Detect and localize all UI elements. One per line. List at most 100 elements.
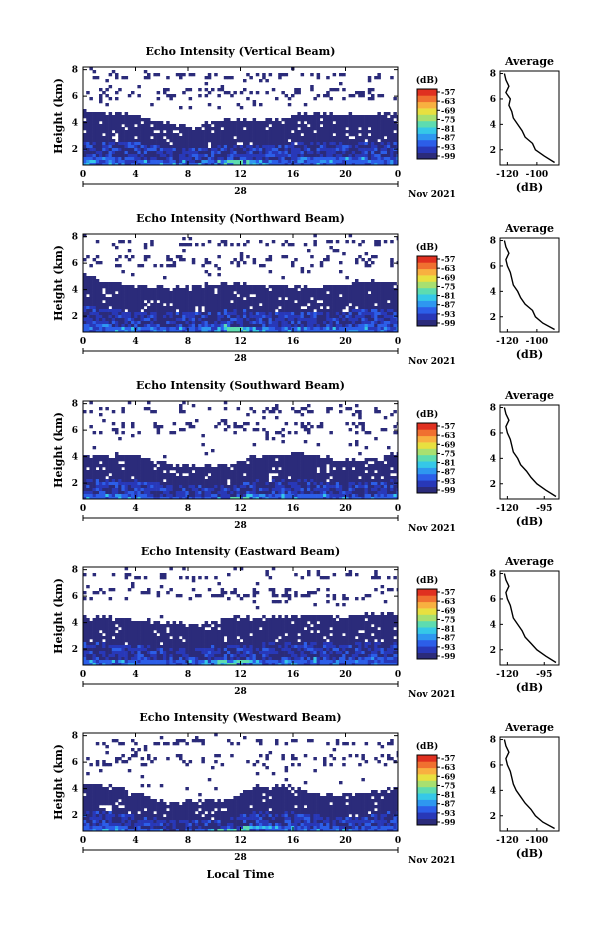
heatmap bbox=[83, 567, 398, 665]
colorbar-swatch bbox=[417, 755, 437, 762]
y-tick-label: 8 bbox=[72, 66, 78, 76]
colorbar-swatch bbox=[417, 786, 437, 794]
colorbar-swatch bbox=[417, 780, 437, 788]
avg-y-tick-label: 8 bbox=[490, 404, 496, 414]
panel-3: Echo Intensity (Eastward Beam) 2 4 6 8 Height… bbox=[52, 545, 560, 700]
colorbar-tick-label: -99 bbox=[441, 651, 456, 661]
colorbar-unit: (dB) bbox=[416, 242, 438, 253]
avg-y-tick-label: 6 bbox=[490, 95, 496, 105]
colorbar-swatch bbox=[417, 313, 437, 320]
avg-y-tick-label: 4 bbox=[490, 620, 496, 630]
avg-title: Average bbox=[504, 389, 554, 402]
colorbar-swatch bbox=[417, 268, 437, 276]
y-axis-label: Height (km) bbox=[52, 412, 65, 488]
colorbar-swatch bbox=[417, 627, 437, 634]
x-tick-label: 20 bbox=[339, 504, 352, 514]
colorbar-tick-label: -63 bbox=[441, 762, 456, 772]
panel-0: Echo Intensity (Vertical Beam) 2 4 6 8 Height… bbox=[52, 45, 560, 200]
colorbar-tick-label: -75 bbox=[441, 448, 455, 458]
colorbar-swatch bbox=[417, 761, 437, 769]
colorbar-tick-label: -93 bbox=[441, 142, 456, 152]
x-tick-label: 16 bbox=[287, 670, 300, 680]
date-month-year: Nov 2021 bbox=[408, 190, 456, 200]
colorbar-tick-label: -93 bbox=[441, 808, 456, 818]
y-axis-label: Height (km) bbox=[52, 245, 65, 321]
colorbar-frame bbox=[416, 588, 438, 660]
x-tick-label: 16 bbox=[287, 836, 300, 846]
colorbar-tick-label: -81 bbox=[441, 624, 455, 634]
panel-title: Echo Intensity (Vertical Beam) bbox=[145, 45, 335, 58]
colorbar-swatch bbox=[417, 620, 437, 628]
colorbar-tick-label: -57 bbox=[441, 254, 455, 264]
avg-frame bbox=[499, 736, 560, 832]
colorbar-swatch bbox=[417, 608, 437, 615]
avg-y-tick-label: 8 bbox=[490, 237, 496, 247]
avg-x-tick-label: -120 bbox=[496, 337, 519, 347]
date-month-year: Nov 2021 bbox=[408, 357, 456, 367]
y-tick-label: 2 bbox=[72, 479, 78, 489]
avg-x-tick-label: -95 bbox=[536, 670, 552, 680]
colorbar-frame bbox=[416, 255, 438, 327]
colorbar-tick-label: -69 bbox=[441, 105, 456, 115]
colorbar-swatch bbox=[417, 146, 437, 153]
colorbar-swatch bbox=[417, 461, 437, 468]
colorbar-tick-label: -57 bbox=[441, 753, 455, 763]
avg-y-tick-label: 6 bbox=[490, 262, 496, 272]
colorbar-tick-label: -81 bbox=[441, 291, 455, 301]
colorbar-swatch bbox=[417, 793, 437, 800]
colorbar-tick-label: -99 bbox=[441, 318, 456, 328]
colorbar-tick-label: -69 bbox=[441, 272, 456, 282]
colorbar-tick-label: -75 bbox=[441, 780, 455, 790]
avg-x-tick-label: -120 bbox=[496, 504, 519, 514]
x-tick-label: 16 bbox=[287, 337, 300, 347]
colorbar-swatch bbox=[417, 114, 437, 122]
date-month-year: Nov 2021 bbox=[408, 524, 456, 534]
heatmap bbox=[83, 401, 398, 499]
avg-title: Average bbox=[504, 222, 554, 235]
colorbar-swatch bbox=[417, 256, 437, 263]
x-tick-label: 12 bbox=[234, 170, 247, 180]
colorbar-swatch bbox=[417, 595, 437, 603]
colorbar-swatch bbox=[417, 589, 437, 596]
avg-profile-line bbox=[503, 739, 555, 830]
colorbar-swatch bbox=[417, 120, 437, 128]
x-tick-label: 0 bbox=[395, 504, 401, 514]
x-tick-label: 20 bbox=[339, 337, 352, 347]
colorbar-tick-label: -99 bbox=[441, 151, 456, 161]
colorbar-swatch bbox=[417, 139, 437, 147]
y-tick-label: 8 bbox=[72, 566, 78, 576]
y-tick-label: 8 bbox=[72, 400, 78, 410]
colorbar-swatch bbox=[417, 486, 437, 494]
avg-x-tick-label: -120 bbox=[496, 170, 519, 180]
y-tick-label: 8 bbox=[72, 233, 78, 243]
colorbar-swatch bbox=[417, 319, 437, 327]
colorbar-swatch bbox=[417, 467, 437, 475]
avg-profile-line bbox=[503, 573, 557, 664]
heatmap bbox=[83, 67, 398, 165]
colorbar-swatch bbox=[417, 639, 437, 647]
colorbar-swatch bbox=[417, 646, 437, 653]
x-tick-label: 0 bbox=[395, 670, 401, 680]
colorbar-swatch bbox=[417, 133, 437, 141]
colorbar-swatch bbox=[417, 448, 437, 456]
colorbar-tick-label: -75 bbox=[441, 281, 455, 291]
avg-x-label: (dB) bbox=[516, 847, 543, 860]
date-month-year: Nov 2021 bbox=[408, 856, 456, 866]
date-day: 28 bbox=[234, 354, 247, 364]
colorbar-tick-label: -69 bbox=[441, 605, 456, 615]
x-tick-label: 0 bbox=[395, 337, 401, 347]
colorbar-tick-label: -63 bbox=[441, 430, 456, 440]
colorbar-tick-label: -81 bbox=[441, 458, 455, 468]
colorbar-swatch bbox=[417, 442, 437, 449]
y-axis-label: Height (km) bbox=[52, 578, 65, 654]
colorbar-swatch bbox=[417, 300, 437, 308]
date-day: 28 bbox=[234, 853, 247, 863]
x-tick-label: 8 bbox=[185, 337, 191, 347]
colorbar-swatch bbox=[417, 101, 437, 109]
panel-title: Echo Intensity (Northward Beam) bbox=[136, 212, 345, 225]
x-tick-label: 0 bbox=[80, 836, 86, 846]
colorbar-tick-label: -63 bbox=[441, 263, 456, 273]
avg-profile-line bbox=[503, 407, 557, 498]
avg-x-tick-label: -120 bbox=[496, 670, 519, 680]
